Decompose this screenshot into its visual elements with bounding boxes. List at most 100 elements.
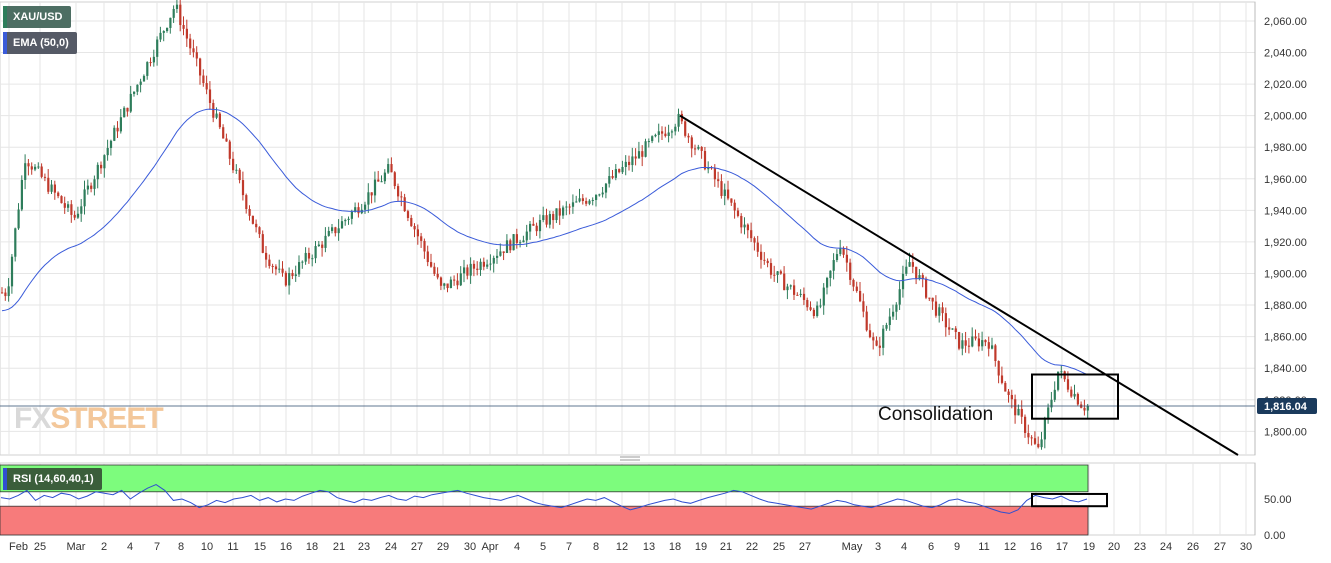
candle-body xyxy=(948,327,951,330)
candle-body xyxy=(100,164,103,169)
candle-body xyxy=(694,148,697,150)
candle-body xyxy=(288,273,291,286)
candle-body xyxy=(1017,408,1020,416)
candle-body xyxy=(301,261,304,263)
candle-body xyxy=(548,214,551,225)
watermark-part1: FX xyxy=(14,402,51,435)
candle-body xyxy=(829,270,832,278)
candle-body xyxy=(123,107,126,118)
symbol-badge[interactable]: XAU/USD xyxy=(3,6,71,28)
ema-line xyxy=(1,108,1088,376)
candle-body xyxy=(697,146,700,149)
candle-body xyxy=(839,248,842,255)
candle-body xyxy=(430,262,433,267)
candle-body xyxy=(489,263,492,265)
candle-body xyxy=(182,25,185,29)
candle-body xyxy=(750,230,753,239)
candle-body xyxy=(466,267,469,276)
x-tick-label: 27 xyxy=(411,541,423,553)
candle-body xyxy=(383,172,386,182)
candle-body xyxy=(340,221,344,229)
candle-body xyxy=(796,294,799,296)
candle-body xyxy=(783,273,786,291)
candle-body xyxy=(868,330,872,338)
candle-body xyxy=(251,215,254,224)
candle-body xyxy=(967,345,971,347)
current-price-tag xyxy=(1257,398,1317,415)
candle-body xyxy=(529,223,532,232)
candle-body xyxy=(641,151,644,157)
price-y-tick-label: 1,960.00 xyxy=(1264,174,1307,186)
fxstreet-watermark: FXSTREET xyxy=(14,402,164,436)
x-tick-label: 16 xyxy=(280,541,292,553)
candle-body xyxy=(565,206,568,208)
candle-body xyxy=(377,179,380,182)
rsi-y-tick-label: 0.00 xyxy=(1264,530,1285,542)
x-tick-label: 23 xyxy=(1134,541,1146,553)
candle-body xyxy=(779,271,782,274)
candle-body xyxy=(202,75,205,84)
candle-body xyxy=(139,81,142,85)
candle-body xyxy=(700,146,703,151)
candle-body xyxy=(736,210,740,216)
candle-body xyxy=(86,185,89,190)
candle-body xyxy=(611,176,614,178)
candle-body xyxy=(1070,389,1073,397)
x-tick-label: 5 xyxy=(540,541,546,553)
candle-body xyxy=(802,293,806,300)
candle-body xyxy=(215,113,218,118)
candle-body xyxy=(126,107,129,112)
x-tick-label: 19 xyxy=(1083,541,1095,553)
candle-body xyxy=(938,307,941,316)
rsi-badge[interactable]: RSI (14,60,40,1) xyxy=(3,468,102,490)
candle-body xyxy=(265,252,268,260)
candle-body xyxy=(654,134,657,137)
candle-body xyxy=(637,151,641,159)
watermark-part2: STREET xyxy=(50,402,163,435)
candle-body xyxy=(1086,405,1089,411)
candle-body xyxy=(199,58,202,76)
candle-body xyxy=(621,167,624,173)
candle-body xyxy=(713,168,716,180)
candle-body xyxy=(284,272,287,286)
candle-body xyxy=(73,214,76,218)
candle-body xyxy=(492,257,495,264)
x-tick-label: Apr xyxy=(481,541,498,553)
candle-body xyxy=(842,248,845,255)
candle-body xyxy=(321,244,324,248)
candle-body xyxy=(294,274,297,277)
candle-body xyxy=(304,252,307,262)
candle-body xyxy=(895,304,898,312)
candle-body xyxy=(918,275,921,279)
candle-body xyxy=(397,186,400,197)
candle-body xyxy=(720,181,723,196)
candle-body xyxy=(760,251,763,260)
candle-body xyxy=(578,198,581,202)
candle-body xyxy=(1076,393,1079,405)
rsi-line xyxy=(0,484,1088,514)
candle-body xyxy=(367,192,370,205)
candle-body xyxy=(601,192,604,195)
candle-body xyxy=(628,161,631,166)
candle-body xyxy=(20,179,23,210)
candle-body xyxy=(136,84,139,92)
candle-body xyxy=(116,127,119,132)
candle-body xyxy=(793,285,796,295)
candle-body xyxy=(571,202,575,207)
candle-body xyxy=(40,166,43,177)
candle-body xyxy=(812,309,815,316)
candle-body xyxy=(789,285,792,287)
candle-body xyxy=(826,277,829,288)
candle-body xyxy=(159,32,162,40)
x-tick-label: 8 xyxy=(178,541,184,553)
candle-body xyxy=(258,227,261,235)
candle-body xyxy=(925,278,928,298)
ema-badge[interactable]: EMA (50,0) xyxy=(3,32,77,54)
candle-body xyxy=(370,192,373,196)
candle-body xyxy=(532,223,535,226)
candle-body xyxy=(905,266,908,274)
candle-body xyxy=(1033,438,1037,444)
candle-body xyxy=(1000,375,1004,383)
price-y-tick-label: 1,800.00 xyxy=(1264,426,1307,438)
candle-body xyxy=(994,345,997,362)
